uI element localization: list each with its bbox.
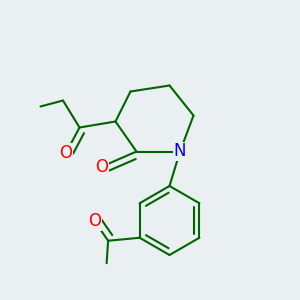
Text: O: O	[95, 158, 109, 175]
Text: O: O	[59, 144, 73, 162]
Text: N: N	[174, 142, 186, 160]
Text: O: O	[88, 212, 101, 230]
